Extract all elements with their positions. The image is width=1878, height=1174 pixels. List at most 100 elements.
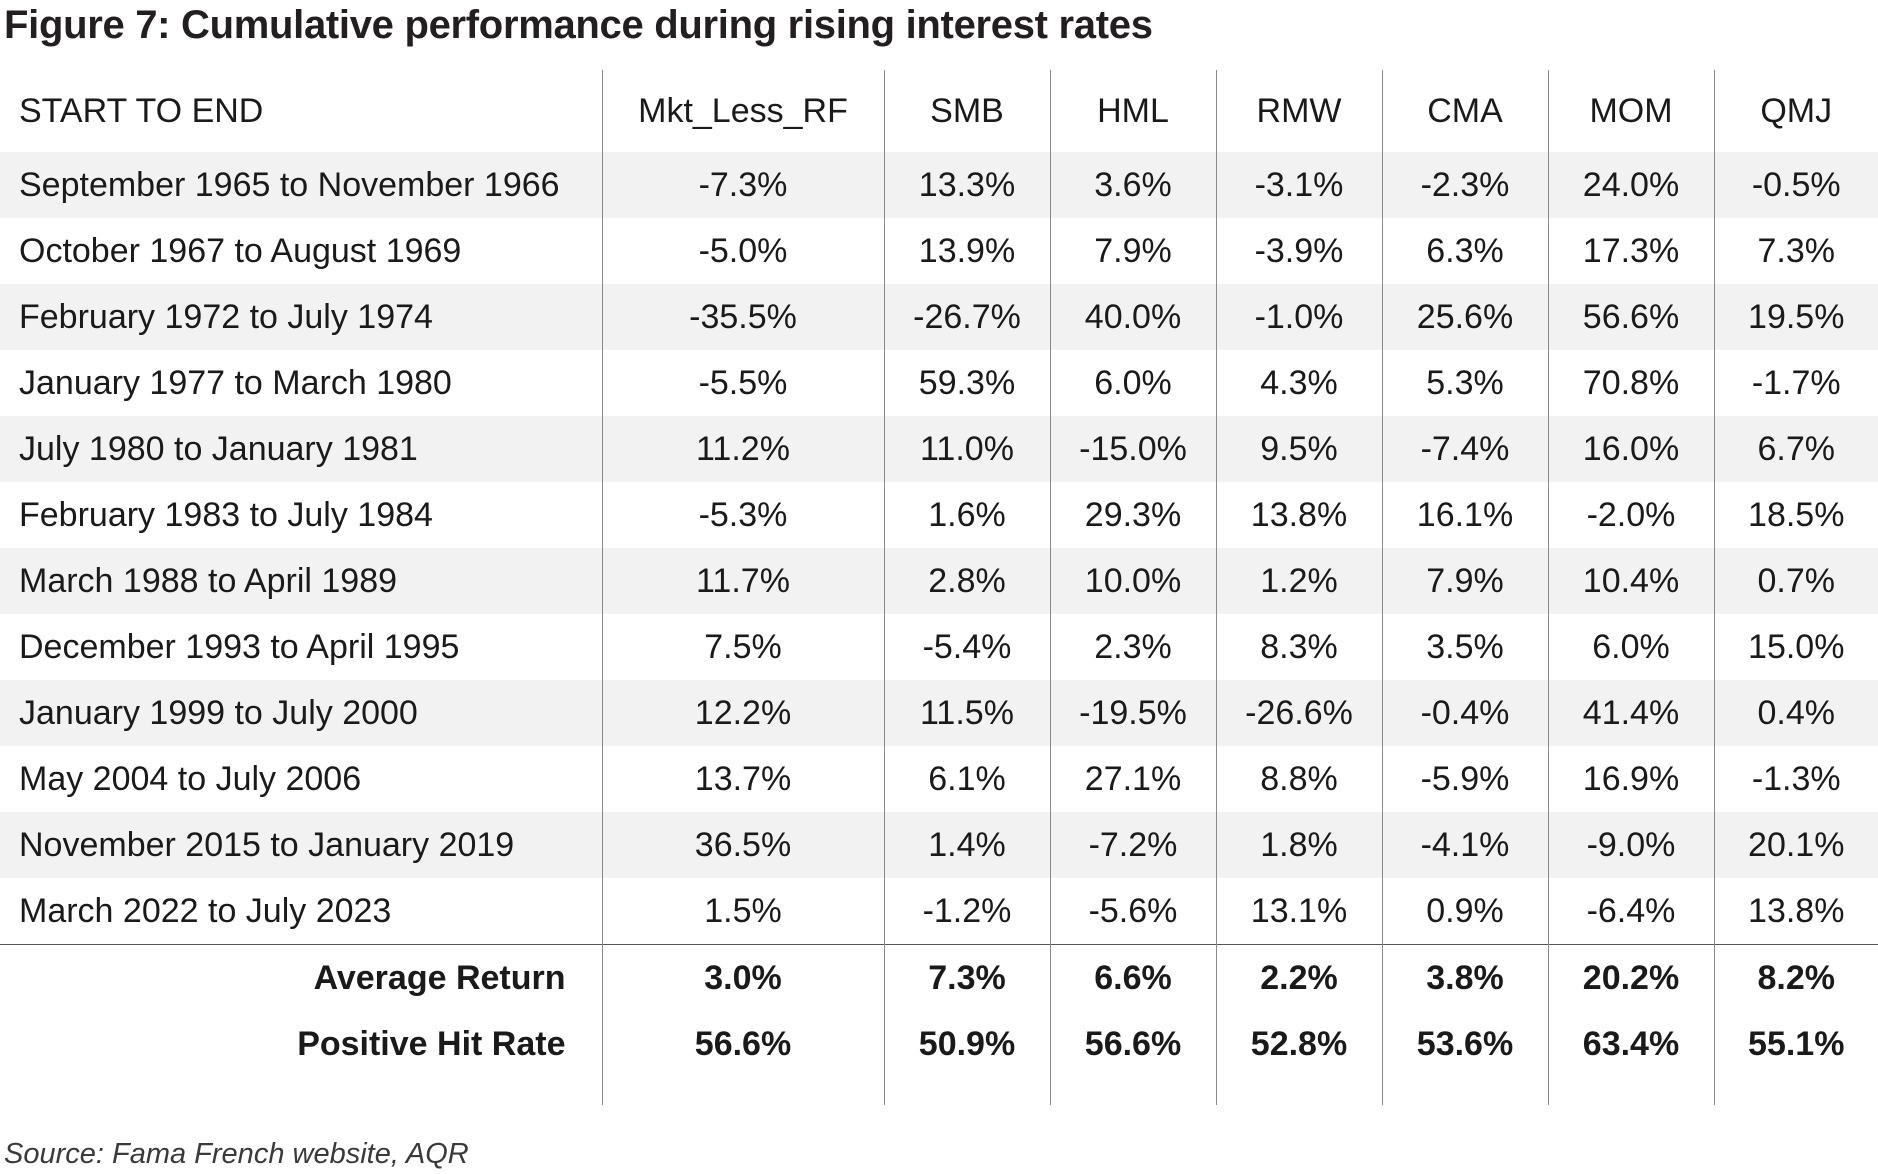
table-row: October 1967 to August 1969 -5.0% 13.9% 7.9… xyxy=(0,218,1878,284)
cell-qmj: 20.1% xyxy=(1713,812,1878,878)
cell-hml: -5.6% xyxy=(1049,878,1216,945)
table-row: May 2004 to July 2006 13.7% 6.1% 27.1% 8.8% -… xyxy=(0,746,1878,812)
cell-cma: -0.4% xyxy=(1381,680,1548,746)
summary-mkt-less-rf: 3.0% xyxy=(601,944,884,1011)
summary-label: Average Return xyxy=(0,944,602,1011)
table-row: March 1988 to April 1989 11.7% 2.8% 10.0% 1.… xyxy=(0,548,1878,614)
cell-cma: 3.5% xyxy=(1381,614,1548,680)
cell-cma: 0.9% xyxy=(1381,878,1548,945)
cell-qmj: 0.4% xyxy=(1713,680,1878,746)
cell-mkt-less-rf: -5.5% xyxy=(601,350,884,416)
cell-mkt-less-rf: 11.2% xyxy=(601,416,884,482)
table-row: July 1980 to January 1981 11.2% 11.0% -15.0… xyxy=(0,416,1878,482)
summary-mom: 63.4% xyxy=(1547,1011,1714,1077)
cell-hml: 2.3% xyxy=(1049,614,1216,680)
cell-mom: 17.3% xyxy=(1547,218,1714,284)
cell-period: July 1980 to January 1981 xyxy=(0,416,602,482)
cell-smb: 13.3% xyxy=(883,152,1050,218)
cell-period: January 1977 to March 1980 xyxy=(19,363,452,402)
cell-mom: 6.0% xyxy=(1547,614,1714,680)
cell-qmj: 19.5% xyxy=(1713,284,1878,350)
cell-cma: -5.9% xyxy=(1381,746,1548,812)
cell-mkt-less-rf: 7.5% xyxy=(601,614,884,680)
cell-rmw: 13.8% xyxy=(1215,482,1382,548)
cell-hml: 27.1% xyxy=(1049,746,1216,812)
cell-mom: 16.9% xyxy=(1547,746,1714,812)
summary-mkt-less-rf: 56.6% xyxy=(601,1011,884,1077)
performance-table: START TO END Mkt_Less_RF SMB HML RMW CMA… xyxy=(0,70,1878,1105)
cell-period: May 2004 to July 2006 xyxy=(19,759,362,798)
cell-hml: -7.2% xyxy=(1049,812,1216,878)
padding-cell xyxy=(1713,1077,1878,1105)
cell-rmw: 9.5% xyxy=(1215,416,1382,482)
table-row: December 1993 to April 1995 7.5% -5.4% 2.3%… xyxy=(0,614,1878,680)
cell-smb: 13.9% xyxy=(883,218,1050,284)
summary-smb: 50.9% xyxy=(883,1011,1050,1077)
cell-hml: 10.0% xyxy=(1049,548,1216,614)
cell-mkt-less-rf: -35.5% xyxy=(601,284,884,350)
header-mom: MOM xyxy=(1547,70,1714,152)
cell-qmj: 0.7% xyxy=(1713,548,1878,614)
header-hml: HML xyxy=(1049,70,1216,152)
cell-hml: -15.0% xyxy=(1049,416,1216,482)
cell-rmw: 8.3% xyxy=(1215,614,1382,680)
cell-cma: 7.9% xyxy=(1381,548,1548,614)
cell-mkt-less-rf: 36.5% xyxy=(601,812,884,878)
summary-mom: 20.2% xyxy=(1547,944,1714,1011)
table-row: March 2022 to July 2023 1.5% -1.2% -5.6% 13.… xyxy=(0,878,1878,945)
cell-cma: 16.1% xyxy=(1381,482,1548,548)
cell-period: December 1993 to April 1995 xyxy=(19,627,460,666)
cell-mkt-less-rf: 11.7% xyxy=(601,548,884,614)
table-row: February 1972 to July 1974 -35.5% -26.7% 40… xyxy=(0,284,1878,350)
cell-mom: -9.0% xyxy=(1547,812,1714,878)
cell-mkt-less-rf: -5.3% xyxy=(601,482,884,548)
padding-cell xyxy=(883,1077,1050,1105)
cell-smb: -5.4% xyxy=(883,614,1050,680)
cell-qmj: -1.7% xyxy=(1713,350,1878,416)
cell-mom: -2.0% xyxy=(1547,482,1714,548)
cell-mom: -6.4% xyxy=(1547,878,1714,945)
cell-cma: -4.1% xyxy=(1381,812,1548,878)
header-smb: SMB xyxy=(883,70,1050,152)
cell-mom: 70.8% xyxy=(1547,350,1714,416)
cell-mkt-less-rf: -7.3% xyxy=(601,152,884,218)
table-row: February 1983 to July 1984 -5.3% 1.6% 29.3%… xyxy=(0,482,1878,548)
cell-hml: 7.9% xyxy=(1049,218,1216,284)
cell-rmw: 13.1% xyxy=(1215,878,1382,945)
cell-period: February 1983 to July 1984 xyxy=(19,495,433,534)
cell-hml: 3.6% xyxy=(1049,152,1216,218)
table-row: January 1977 to March 1980 -5.5% 59.3% 6.0%… xyxy=(0,350,1878,416)
cell-hml: 29.3% xyxy=(1049,482,1216,548)
summary-label: Positive Hit Rate xyxy=(297,1024,566,1063)
summary-row: Average Return 3.0% 7.3% 6.6% 2.2% 3.8% 20.2% 8… xyxy=(0,944,1878,1011)
summary-qmj: 55.1% xyxy=(1713,1011,1878,1077)
cell-cma: 5.3% xyxy=(1381,350,1548,416)
padding-cell xyxy=(1381,1077,1548,1105)
cell-qmj: -0.5% xyxy=(1713,152,1878,218)
cell-period: March 2022 to July 2023 xyxy=(19,891,392,930)
header-period: START TO END xyxy=(19,91,264,130)
cell-rmw: -26.6% xyxy=(1215,680,1382,746)
cell-smb: 11.0% xyxy=(883,416,1050,482)
figure-title: Figure 7: Cumulative performance during … xyxy=(4,3,1153,47)
cell-qmj: -1.3% xyxy=(1713,746,1878,812)
cell-smb: 1.6% xyxy=(883,482,1050,548)
header-row: START TO END Mkt_Less_RF SMB HML RMW CMA… xyxy=(0,70,1878,152)
padding-cell xyxy=(0,1077,602,1105)
cell-mkt-less-rf: -5.0% xyxy=(601,218,884,284)
cell-qmj: 13.8% xyxy=(1713,878,1878,945)
cell-rmw: 1.8% xyxy=(1215,812,1382,878)
cell-rmw: -3.9% xyxy=(1215,218,1382,284)
summary-rmw: 2.2% xyxy=(1215,944,1382,1011)
cell-rmw: 1.2% xyxy=(1215,548,1382,614)
cell-smb: -1.2% xyxy=(883,878,1050,945)
table-bottom-padding xyxy=(0,1077,1878,1105)
cell-cma: -7.4% xyxy=(1381,416,1548,482)
summary-cma: 3.8% xyxy=(1381,944,1548,1011)
cell-mom: 24.0% xyxy=(1547,152,1714,218)
padding-cell xyxy=(601,1077,884,1105)
cell-rmw: 4.3% xyxy=(1215,350,1382,416)
cell-qmj: 15.0% xyxy=(1713,614,1878,680)
cell-period: September 1965 to November 1966 xyxy=(0,152,602,218)
cell-mom: 41.4% xyxy=(1547,680,1714,746)
